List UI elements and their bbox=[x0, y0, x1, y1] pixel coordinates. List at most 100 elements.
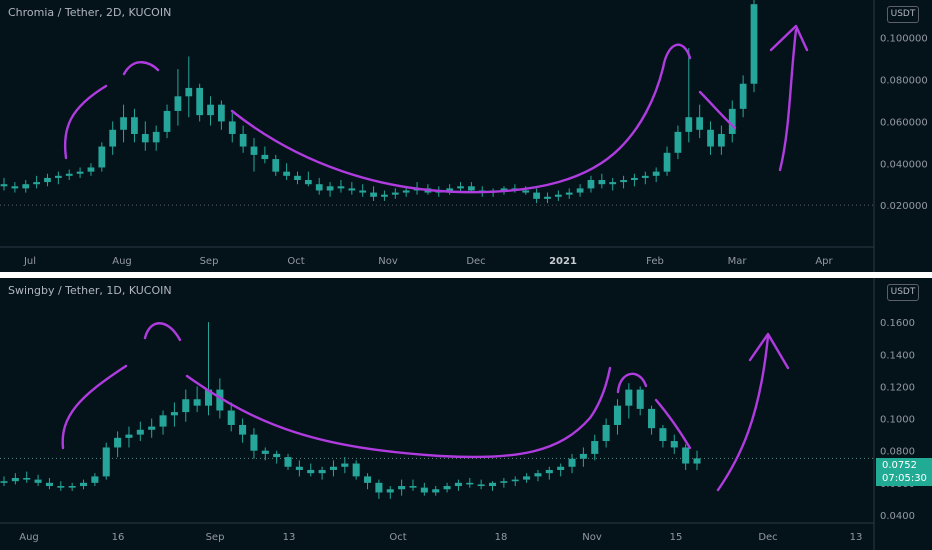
swingby-annotation-stroke bbox=[185, 366, 612, 459]
swingby-candle-body bbox=[613, 405, 621, 425]
chromia-x-tick-label: Jul bbox=[23, 256, 36, 267]
chromia-y-tick-label: 0.040000 bbox=[880, 159, 928, 170]
chromia-candle-body bbox=[65, 173, 73, 176]
chromia-candle-body bbox=[196, 87, 204, 116]
chromia-candle-body bbox=[294, 175, 301, 181]
chromia-x-tick-label: Apr bbox=[815, 256, 833, 267]
chromia-candle-body bbox=[565, 192, 573, 195]
swingby-candle-body bbox=[284, 457, 292, 467]
swingby-candle-body bbox=[579, 453, 587, 459]
swingby-currency-badge[interactable]: USDT bbox=[887, 284, 919, 301]
chromia-candle-body bbox=[652, 171, 660, 176]
swingby-candle-body bbox=[488, 482, 497, 487]
swingby-candle-body bbox=[432, 489, 440, 493]
chromia-annotation-stroke bbox=[661, 43, 692, 70]
swingby-candle-body bbox=[682, 447, 690, 464]
swingby-chart-canvas[interactable]: 0.16000.14000.12000.10000.08000.06000.04… bbox=[0, 278, 932, 550]
chromia-candle-body bbox=[33, 182, 40, 185]
chromia-chart-title: Chromia / Tether, 2D, KUCOIN bbox=[8, 6, 172, 19]
swingby-x-tick-label: Dec bbox=[758, 532, 777, 543]
chromia-candle-body bbox=[391, 192, 399, 195]
chromia-candle-body bbox=[381, 194, 388, 197]
chromia-candle-body bbox=[76, 171, 84, 174]
chromia-candle-body bbox=[185, 87, 193, 97]
chromia-candle-body bbox=[11, 186, 19, 189]
swingby-candle-body bbox=[193, 399, 201, 406]
chromia-y-tick-label: 0.020000 bbox=[880, 201, 928, 212]
swingby-candle-body bbox=[57, 486, 65, 488]
chromia-candle-body bbox=[218, 104, 225, 122]
chromia-y-tick-label: 0.100000 bbox=[880, 34, 928, 45]
swingby-candle-body bbox=[11, 478, 19, 482]
swingby-candle-body bbox=[409, 486, 417, 488]
swingby-y-tick-label: 0.1000 bbox=[880, 415, 915, 426]
chromia-candle-body bbox=[54, 175, 62, 178]
chromia-candle-body bbox=[22, 184, 30, 189]
chromia-candle-body bbox=[576, 188, 584, 193]
swingby-candle-body bbox=[80, 482, 88, 487]
last-price-label: 0.0752 07:05:30 bbox=[876, 458, 932, 486]
chromia-candle-body bbox=[674, 131, 682, 153]
chromia-candle-body bbox=[620, 180, 627, 183]
swingby-chart-panel[interactable]: 0.16000.14000.12000.10000.08000.06000.04… bbox=[0, 278, 932, 550]
swingby-candle-body bbox=[329, 466, 337, 470]
swingby-candle-body bbox=[0, 481, 8, 483]
chromia-candle-body bbox=[685, 117, 693, 132]
chromia-currency-badge[interactable]: USDT bbox=[887, 6, 919, 23]
chromia-candle-body bbox=[718, 133, 725, 147]
swingby-candle-body bbox=[386, 489, 394, 493]
chromia-chart-canvas[interactable]: 0.100000 0.080000 0.060000 0.040000 0.020000… bbox=[0, 0, 932, 272]
swingby-candle-body bbox=[341, 463, 349, 467]
swingby-candle-body bbox=[625, 389, 633, 406]
chromia-candle-body bbox=[641, 175, 649, 178]
swingby-annotation-stroke bbox=[61, 364, 128, 450]
chromia-candle-body bbox=[728, 108, 736, 134]
swingby-candle-body bbox=[534, 473, 542, 477]
swingby-candle-body bbox=[216, 389, 224, 411]
chromia-y-tick-label: 0.060000 bbox=[880, 117, 928, 128]
swingby-candle-body bbox=[136, 429, 144, 435]
chromia-candle-body bbox=[739, 83, 747, 109]
swingby-candle-body bbox=[670, 441, 678, 448]
chromia-candle-body bbox=[109, 129, 117, 147]
swingby-candle-body bbox=[204, 389, 213, 406]
swingby-candle-body bbox=[693, 458, 701, 464]
chromia-annotation-stroke bbox=[122, 61, 160, 76]
chromia-x-tick-label: Oct bbox=[287, 256, 304, 267]
chromia-candle-body bbox=[544, 196, 551, 199]
chromia-chart-panel[interactable]: 0.100000 0.080000 0.060000 0.040000 0.020000… bbox=[0, 0, 932, 272]
swingby-y-tick-label: 0.1400 bbox=[880, 350, 915, 361]
chromia-candle-body bbox=[152, 131, 160, 143]
chromia-candle-body bbox=[174, 96, 182, 111]
swingby-candle-body bbox=[466, 482, 474, 485]
swingby-annotation-stroke bbox=[748, 332, 790, 370]
chromia-candle-body bbox=[457, 186, 464, 189]
chromia-candle-body bbox=[750, 4, 758, 84]
chromia-candle-body bbox=[250, 146, 258, 155]
swingby-y-tick-label: 0.1600 bbox=[880, 318, 915, 329]
chromia-candle-body bbox=[207, 104, 214, 116]
swingby-candle-body bbox=[250, 434, 258, 451]
swingby-x-tick-label: 13 bbox=[850, 532, 863, 543]
chromia-annotation-stroke bbox=[769, 24, 809, 52]
swingby-candle-body bbox=[182, 399, 190, 413]
chromia-candle-body bbox=[522, 190, 530, 193]
swingby-y-tick-label: 0.1200 bbox=[880, 382, 915, 393]
chromia-x-tick-label: Feb bbox=[646, 256, 664, 267]
chromia-candle-body bbox=[98, 146, 106, 168]
chromia-candle-body bbox=[228, 121, 236, 134]
swingby-x-tick-label: 16 bbox=[112, 532, 125, 543]
swingby-candle-body bbox=[34, 479, 42, 483]
swingby-candle-body bbox=[648, 408, 656, 429]
swingby-candle-body bbox=[352, 463, 360, 477]
swingby-x-tick-label: Aug bbox=[19, 532, 39, 543]
chromia-x-tick-label: Sep bbox=[200, 256, 219, 267]
chromia-candle-body bbox=[0, 184, 8, 187]
chromia-candle-body bbox=[272, 159, 280, 172]
swingby-candle-body bbox=[295, 466, 303, 470]
chromia-candle-body bbox=[120, 117, 127, 130]
chromia-x-tick-label: Dec bbox=[466, 256, 485, 267]
chromia-candle-body bbox=[370, 192, 377, 197]
swingby-candle-body bbox=[557, 466, 565, 470]
swingby-candle-body bbox=[454, 482, 462, 487]
